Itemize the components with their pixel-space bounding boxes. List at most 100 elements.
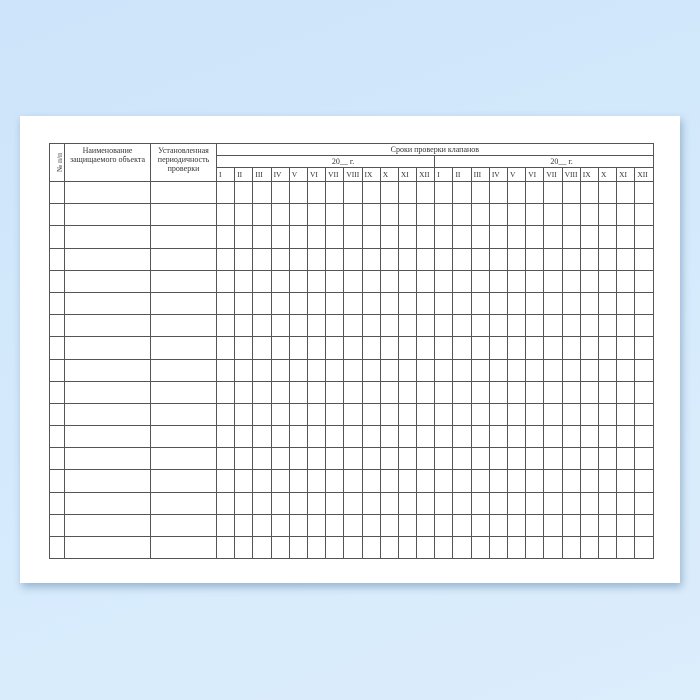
table-cell[interactable] [597, 203, 618, 227]
table-cell[interactable] [561, 336, 581, 360]
table-cell[interactable] [379, 336, 399, 360]
table-cell[interactable] [270, 314, 290, 338]
table-cell[interactable] [434, 291, 454, 316]
table-cell[interactable] [215, 425, 236, 449]
table-cell[interactable] [452, 269, 472, 293]
table-cell[interactable] [64, 402, 151, 427]
table-cell[interactable] [270, 247, 290, 271]
table-cell[interactable] [543, 203, 563, 227]
table-cell[interactable] [64, 291, 151, 316]
table-cell[interactable] [325, 425, 345, 449]
table-cell[interactable] [288, 513, 308, 538]
table-cell[interactable] [215, 180, 236, 205]
table-cell[interactable] [64, 269, 151, 293]
table-cell[interactable] [361, 336, 381, 360]
table-cell[interactable] [416, 402, 436, 427]
table-cell[interactable] [215, 314, 236, 338]
table-cell[interactable] [325, 402, 345, 427]
table-cell[interactable] [234, 180, 254, 205]
table-cell[interactable] [397, 291, 418, 316]
table-cell[interactable] [488, 402, 509, 427]
table-cell[interactable] [416, 247, 436, 271]
table-cell[interactable] [150, 469, 217, 493]
table-cell[interactable] [306, 535, 327, 560]
table-cell[interactable] [215, 380, 236, 404]
table-cell[interactable] [543, 491, 563, 515]
table-cell[interactable] [234, 225, 254, 249]
table-cell[interactable] [597, 225, 618, 249]
table-cell[interactable] [306, 203, 327, 227]
table-cell[interactable] [306, 180, 327, 205]
table-cell[interactable] [397, 535, 418, 560]
table-cell[interactable] [306, 447, 327, 471]
table-cell[interactable] [397, 247, 418, 271]
table-cell[interactable] [506, 425, 527, 449]
table-cell[interactable] [416, 535, 436, 560]
table-cell[interactable] [561, 225, 581, 249]
table-cell[interactable] [434, 180, 454, 205]
table-cell[interactable] [561, 247, 581, 271]
table-cell[interactable] [597, 469, 618, 493]
table-cell[interactable] [488, 380, 509, 404]
table-cell[interactable] [49, 247, 65, 271]
table-cell[interactable] [416, 180, 436, 205]
table-cell[interactable] [579, 203, 599, 227]
table-cell[interactable] [150, 491, 217, 515]
table-cell[interactable] [379, 380, 399, 404]
table-cell[interactable] [343, 291, 363, 316]
table-cell[interactable] [416, 314, 436, 338]
table-cell[interactable] [270, 358, 290, 382]
table-cell[interactable] [252, 291, 272, 316]
table-cell[interactable] [470, 425, 490, 449]
table-cell[interactable] [150, 314, 217, 338]
table-cell[interactable] [215, 203, 236, 227]
table-cell[interactable] [488, 535, 509, 560]
table-cell[interactable] [525, 469, 545, 493]
table-cell[interactable] [616, 225, 636, 249]
table-cell[interactable] [234, 336, 254, 360]
table-cell[interactable] [234, 314, 254, 338]
table-cell[interactable] [525, 380, 545, 404]
table-cell[interactable] [506, 513, 527, 538]
table-cell[interactable] [306, 358, 327, 382]
table-cell[interactable] [416, 447, 436, 471]
table-cell[interactable] [488, 291, 509, 316]
table-cell[interactable] [579, 380, 599, 404]
table-cell[interactable] [270, 225, 290, 249]
table-cell[interactable] [215, 247, 236, 271]
table-cell[interactable] [561, 203, 581, 227]
table-cell[interactable] [579, 358, 599, 382]
table-cell[interactable] [252, 425, 272, 449]
table-cell[interactable] [306, 402, 327, 427]
table-cell[interactable] [470, 247, 490, 271]
table-cell[interactable] [325, 203, 345, 227]
table-cell[interactable] [64, 513, 151, 538]
table-cell[interactable] [543, 402, 563, 427]
table-cell[interactable] [597, 491, 618, 515]
table-cell[interactable] [343, 314, 363, 338]
table-cell[interactable] [234, 469, 254, 493]
table-cell[interactable] [561, 491, 581, 515]
table-cell[interactable] [49, 314, 65, 338]
table-cell[interactable] [634, 247, 654, 271]
table-cell[interactable] [397, 225, 418, 249]
table-cell[interactable] [49, 380, 65, 404]
table-cell[interactable] [434, 203, 454, 227]
table-cell[interactable] [361, 535, 381, 560]
table-cell[interactable] [252, 247, 272, 271]
table-cell[interactable] [616, 314, 636, 338]
table-cell[interactable] [634, 402, 654, 427]
table-cell[interactable] [325, 314, 345, 338]
table-cell[interactable] [634, 203, 654, 227]
table-cell[interactable] [150, 225, 217, 249]
table-cell[interactable] [597, 380, 618, 404]
table-cell[interactable] [49, 425, 65, 449]
table-cell[interactable] [452, 513, 472, 538]
table-cell[interactable] [506, 402, 527, 427]
table-cell[interactable] [361, 513, 381, 538]
table-cell[interactable] [616, 269, 636, 293]
table-cell[interactable] [325, 336, 345, 360]
table-cell[interactable] [234, 535, 254, 560]
table-cell[interactable] [488, 358, 509, 382]
table-cell[interactable] [270, 291, 290, 316]
